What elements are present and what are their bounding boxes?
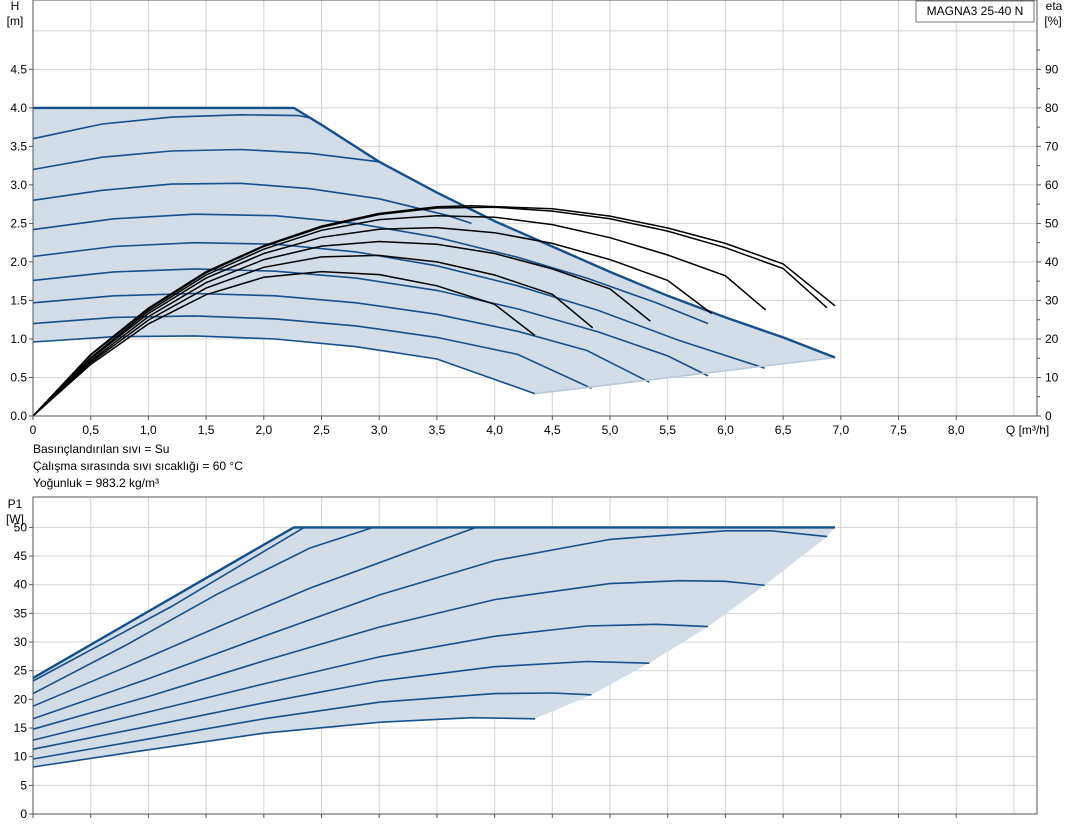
y2-axis-unit: [%] <box>1044 14 1061 28</box>
x-tick-label: 5,5 <box>659 423 676 437</box>
x-tick-label: 1,0 <box>140 423 157 437</box>
y2-tick-label: 30 <box>1045 293 1059 307</box>
y-tick-label: 35 <box>14 606 28 620</box>
power-curve <box>32 660 650 750</box>
max-curve <box>33 106 836 359</box>
efficiency-curve <box>32 240 651 417</box>
y-axis-label: H <box>11 0 20 13</box>
y-axis-unit: [W] <box>6 512 24 526</box>
x-tick-label: 0 <box>30 423 37 437</box>
y-tick-label: 45 <box>14 549 28 563</box>
y-tick-label: 4.5 <box>10 62 27 76</box>
speed-curve <box>32 182 472 225</box>
y-axis-unit: [m] <box>7 14 24 28</box>
y2-tick-label: 0 <box>1045 409 1052 423</box>
bottom-plot-frame <box>32 496 1038 815</box>
top-plot-frame <box>32 0 1038 417</box>
y-tick-label: 1.5 <box>10 293 27 307</box>
y2-tick-label: 90 <box>1045 62 1059 76</box>
x-tick-label: 2,0 <box>255 423 272 437</box>
speed-curve <box>32 292 650 383</box>
efficiency-curve <box>32 254 594 417</box>
x-tick-label: 4,5 <box>544 423 561 437</box>
efficiency-curve <box>32 270 536 417</box>
x-tick-label: 3,0 <box>371 423 388 437</box>
power-curve <box>32 530 828 720</box>
power-curve <box>32 526 477 707</box>
y2-tick-label: 70 <box>1045 139 1059 153</box>
speed-curve <box>32 148 380 171</box>
fluid-info: Basınçlandırılan sıvı = Su Çalışma sıras… <box>33 441 243 492</box>
y2-tick-label: 80 <box>1045 101 1059 115</box>
y-tick-label: 0.0 <box>10 409 27 423</box>
y-tick-label: 40 <box>14 578 28 592</box>
x-tick-label: 6,0 <box>717 423 734 437</box>
y-tick-label: 20 <box>14 692 28 706</box>
power-curve <box>32 579 765 730</box>
y-tick-label: 15 <box>14 721 28 735</box>
speed-curve <box>32 113 311 140</box>
efficiency-curve <box>32 214 767 417</box>
power-curve <box>32 623 709 741</box>
x-tick-label: 5,0 <box>602 423 619 437</box>
y2-tick-label: 20 <box>1045 332 1059 346</box>
fluid-info-line: Yoğunluk = 983.2 kg/m³ <box>33 476 159 490</box>
y-tick-label: 1.0 <box>10 332 27 346</box>
model-label: MAGNA3 25-40 N <box>927 4 1024 18</box>
x-tick-label: 6,5 <box>775 423 792 437</box>
power-curve <box>32 692 592 760</box>
y-axis-label: P1 <box>8 497 23 511</box>
x-tick-label: 2,5 <box>313 423 330 437</box>
x-tick-label: 1,5 <box>198 423 215 437</box>
x-tick-label: 7,5 <box>890 423 907 437</box>
power-curve <box>32 526 305 682</box>
y-tick-label: 0.5 <box>10 370 27 384</box>
x-tick-label: 8,0 <box>948 423 965 437</box>
y-tick-label: 2.5 <box>10 216 27 230</box>
x-tick-label: 0,5 <box>82 423 99 437</box>
efficiency-curve <box>32 206 828 417</box>
fluid-info-line: Çalışma sırasında sıvı sıcaklığı = 60 °C <box>33 459 243 473</box>
x-tick-label: 3,5 <box>429 423 446 437</box>
y-tick-label: 10 <box>14 750 28 764</box>
power-curve <box>32 526 374 695</box>
speed-curve <box>32 315 592 390</box>
x-tick-label: 7,0 <box>832 423 849 437</box>
fluid-info-line: Basınçlandırılan sıvı = Su <box>33 442 170 456</box>
y-tick-label: 30 <box>14 635 28 649</box>
y2-tick-label: 50 <box>1045 216 1059 230</box>
y2-tick-label: 60 <box>1045 178 1059 192</box>
y-tick-label: 3.5 <box>10 139 27 153</box>
y-tick-label: 4.0 <box>10 101 27 115</box>
y-tick-label: 5 <box>20 778 27 792</box>
x-axis-label: Q [m³/h] <box>1006 423 1049 437</box>
power-curve <box>32 716 536 768</box>
y-tick-label: 25 <box>14 664 28 678</box>
y2-tick-label: 40 <box>1045 255 1059 269</box>
y2-axis-label: eta <box>1046 0 1063 13</box>
y-tick-label: 0 <box>20 807 27 821</box>
max-power-curve <box>32 526 835 680</box>
operating-region <box>33 107 835 394</box>
model-box <box>915 0 1035 23</box>
y-tick-label: 2.0 <box>10 255 27 269</box>
x-tick-label: 4,0 <box>486 423 503 437</box>
min-boundary <box>534 356 836 395</box>
y-tick-label: 3.0 <box>10 178 27 192</box>
efficiency-curve <box>32 226 713 417</box>
speed-curve <box>32 268 709 377</box>
efficiency-curve <box>32 204 836 417</box>
y2-tick-label: 10 <box>1045 370 1059 384</box>
speed-curve <box>32 241 765 369</box>
y-tick-label: 50 <box>14 520 28 534</box>
speed-curve <box>32 213 709 325</box>
